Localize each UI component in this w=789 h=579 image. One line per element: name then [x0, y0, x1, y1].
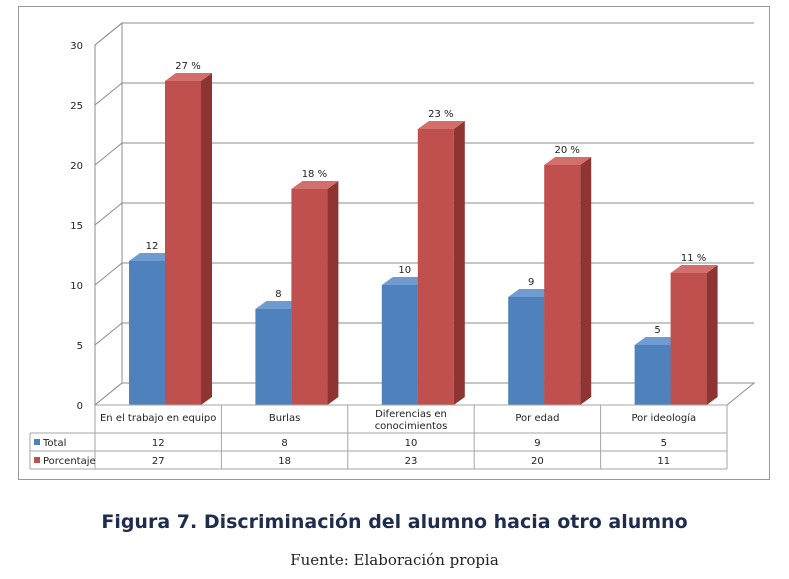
gridline [94, 202, 754, 226]
bar-total-top [129, 253, 176, 261]
legend-key-total [34, 439, 40, 445]
legend-label: Porcentaje [43, 456, 96, 467]
bar-porcentaje-top [670, 265, 718, 273]
x-category-label: Diferencias en [375, 409, 447, 420]
x-category-label: En el trabajo en equipo [100, 413, 216, 424]
x-category-label: Burlas [269, 413, 300, 424]
y-tick-label: 15 [70, 221, 83, 232]
gridline [94, 82, 754, 106]
x-category-label: conocimientos [375, 421, 448, 432]
bar-porcentaje-top [165, 73, 212, 81]
bar-total-front [129, 261, 165, 405]
data-label: 11 % [681, 253, 706, 264]
y-tick-label: 30 [70, 41, 83, 52]
figure-source: Fuente: Elaboración propia [290, 551, 499, 569]
table-cell-value: 20 [531, 456, 544, 467]
bar-total-front [255, 309, 292, 405]
table-cell-value: 11 [657, 456, 670, 467]
y-tick-label: 0 [77, 401, 83, 412]
table-cell-value: 8 [281, 438, 287, 449]
bar-total-top [508, 289, 556, 297]
data-label: 9 [528, 277, 534, 288]
table-cell-value: 5 [661, 438, 667, 449]
data-label: 8 [275, 289, 281, 300]
gridline [94, 22, 754, 46]
bar-porcentaje-side [453, 121, 465, 405]
y-tick-label: 25 [70, 101, 83, 112]
bar-total-top [255, 301, 303, 309]
x-category-label: Por edad [515, 413, 559, 424]
gridline [94, 262, 754, 286]
bar-total-top [381, 277, 429, 285]
gridline [94, 142, 754, 166]
bar-porcentaje-front [165, 81, 201, 405]
bar-porcentaje-front [417, 129, 454, 405]
data-label: 18 % [302, 169, 327, 180]
bar-porcentaje-top [291, 181, 339, 189]
legend-key-porcentaje [34, 457, 40, 463]
bar-total-top [634, 337, 682, 345]
table-cell-value: 27 [152, 456, 165, 467]
x-category-label: Por ideología [631, 412, 696, 424]
bar-total-front [634, 345, 671, 405]
data-label: 12 [146, 241, 159, 252]
table-cell-value: 9 [534, 438, 540, 449]
data-label: 10 [398, 265, 411, 276]
figure-caption: Figura 7. Discriminación del alumno haci… [101, 511, 688, 533]
data-label: 27 % [175, 61, 200, 72]
table-cell-value: 23 [405, 456, 418, 467]
table-cell-value: 10 [405, 438, 418, 449]
bar-porcentaje-side [201, 73, 212, 405]
legend-label: Total [42, 438, 66, 449]
bar-total-front [381, 285, 418, 405]
bar-porcentaje-front [291, 189, 328, 405]
table-cell-value: 12 [152, 438, 165, 449]
y-tick-label: 10 [70, 281, 83, 292]
chart-svg: 0 5 10 15 20 25 30 12 8 10 9 5 27 % 18 % 23 % 20 % 11 % E… [29, 21, 756, 470]
bar-total-front [508, 297, 545, 405]
y-tick-label: 20 [70, 161, 83, 172]
bar-porcentaje-front [544, 165, 581, 405]
data-label: 23 % [428, 109, 453, 120]
bar-porcentaje-top [417, 121, 465, 129]
y-tick-label: 5 [77, 341, 83, 352]
bar-porcentaje-top [544, 157, 592, 165]
bar-porcentaje-side [706, 265, 718, 405]
bar-porcentaje-front [670, 273, 707, 405]
data-label: 20 % [554, 145, 579, 156]
bar-porcentaje-side [327, 181, 339, 405]
data-label: 5 [654, 325, 660, 336]
table-cell-value: 18 [278, 456, 291, 467]
bar-porcentaje-side [580, 157, 592, 405]
